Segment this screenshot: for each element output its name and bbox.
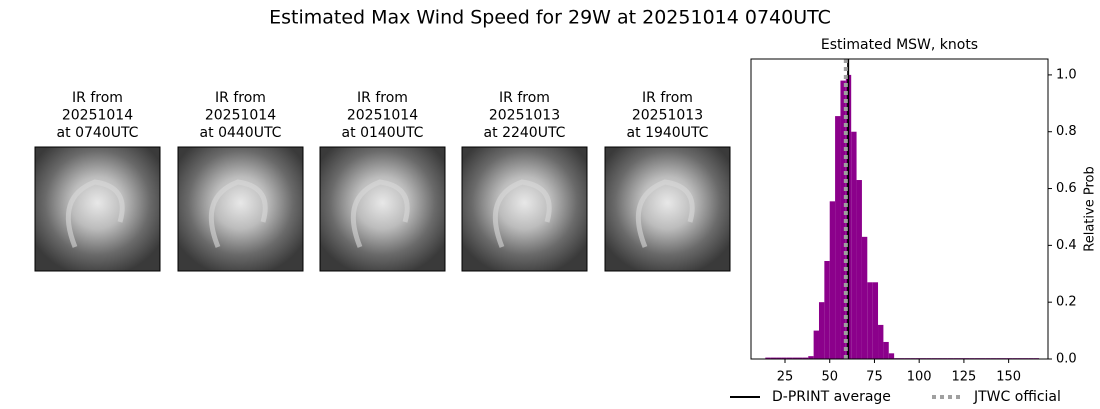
y-tick-label: 0.2 (1056, 295, 1077, 310)
ir-swirl (350, 179, 410, 248)
x-tick-label: 125 (951, 370, 976, 385)
panel-label: IR from (72, 90, 123, 106)
plot-frame (750, 58, 1049, 360)
bar (797, 357, 803, 359)
bar (770, 357, 777, 359)
legend-label: JTWC official (973, 389, 1061, 405)
bar (878, 324, 884, 359)
bar (861, 236, 868, 359)
y-tick-label: 0.0 (1056, 352, 1077, 367)
panel-label: IR from (357, 90, 408, 106)
x-tick-label: 100 (907, 370, 932, 385)
legend-label: D-PRINT average (772, 389, 891, 405)
ir-swirl (492, 179, 552, 248)
bar (856, 180, 862, 359)
panel-label: IR from (215, 90, 266, 106)
bar (888, 353, 895, 359)
bar (818, 302, 825, 359)
ir-image (461, 146, 588, 272)
bar (813, 330, 819, 359)
x-tick-label: 150 (996, 370, 1021, 385)
bar (883, 341, 889, 359)
ir-image (604, 146, 731, 272)
figure-title: Estimated Max Wind Speed for 29W at 2025… (269, 7, 831, 29)
bar (867, 282, 873, 359)
ir-swirl (635, 179, 695, 248)
bar (786, 357, 793, 359)
bar (872, 282, 879, 359)
panel-label: 20251013 (632, 108, 703, 124)
panel-label: IR from (499, 90, 550, 106)
bar (835, 116, 841, 360)
panel-label: 20251014 (62, 108, 133, 124)
ir-image (34, 146, 161, 272)
bar (840, 80, 846, 359)
bar (781, 357, 787, 359)
y-tick-label: 1.0 (1056, 67, 1077, 82)
y-tick-label: 0.4 (1056, 238, 1077, 253)
panel-label: 20251013 (489, 108, 560, 124)
ir-image (319, 146, 446, 272)
panel-label: at 0140UTC (342, 125, 424, 141)
x-tick-label: 50 (821, 370, 838, 385)
y-axis-label: Relative Prob (1083, 166, 1098, 251)
ir-swirl (208, 179, 268, 248)
chart-title: Estimated MSW, knots (821, 37, 978, 53)
panel-label: 20251014 (205, 108, 276, 124)
bar (824, 260, 830, 359)
panel-label: IR from (642, 90, 693, 106)
bar (765, 357, 771, 359)
panel-label: at 0740UTC (57, 125, 139, 141)
y-tick-label: 0.6 (1056, 181, 1077, 196)
x-tick-label: 75 (866, 370, 883, 385)
x-tick-label: 25 (777, 370, 794, 385)
panel-label: at 0440UTC (200, 125, 282, 141)
bar (792, 357, 798, 359)
panel-label: at 2240UTC (484, 125, 566, 141)
bar (776, 357, 782, 359)
bar (851, 131, 857, 359)
panel-label: at 1940UTC (627, 125, 709, 141)
bar (808, 356, 814, 359)
ir-image (177, 146, 304, 272)
bar (829, 201, 836, 359)
bar (802, 357, 809, 359)
ir-swirl (65, 179, 125, 248)
panel-label: 20251014 (347, 108, 418, 124)
y-tick-label: 0.8 (1056, 124, 1077, 139)
